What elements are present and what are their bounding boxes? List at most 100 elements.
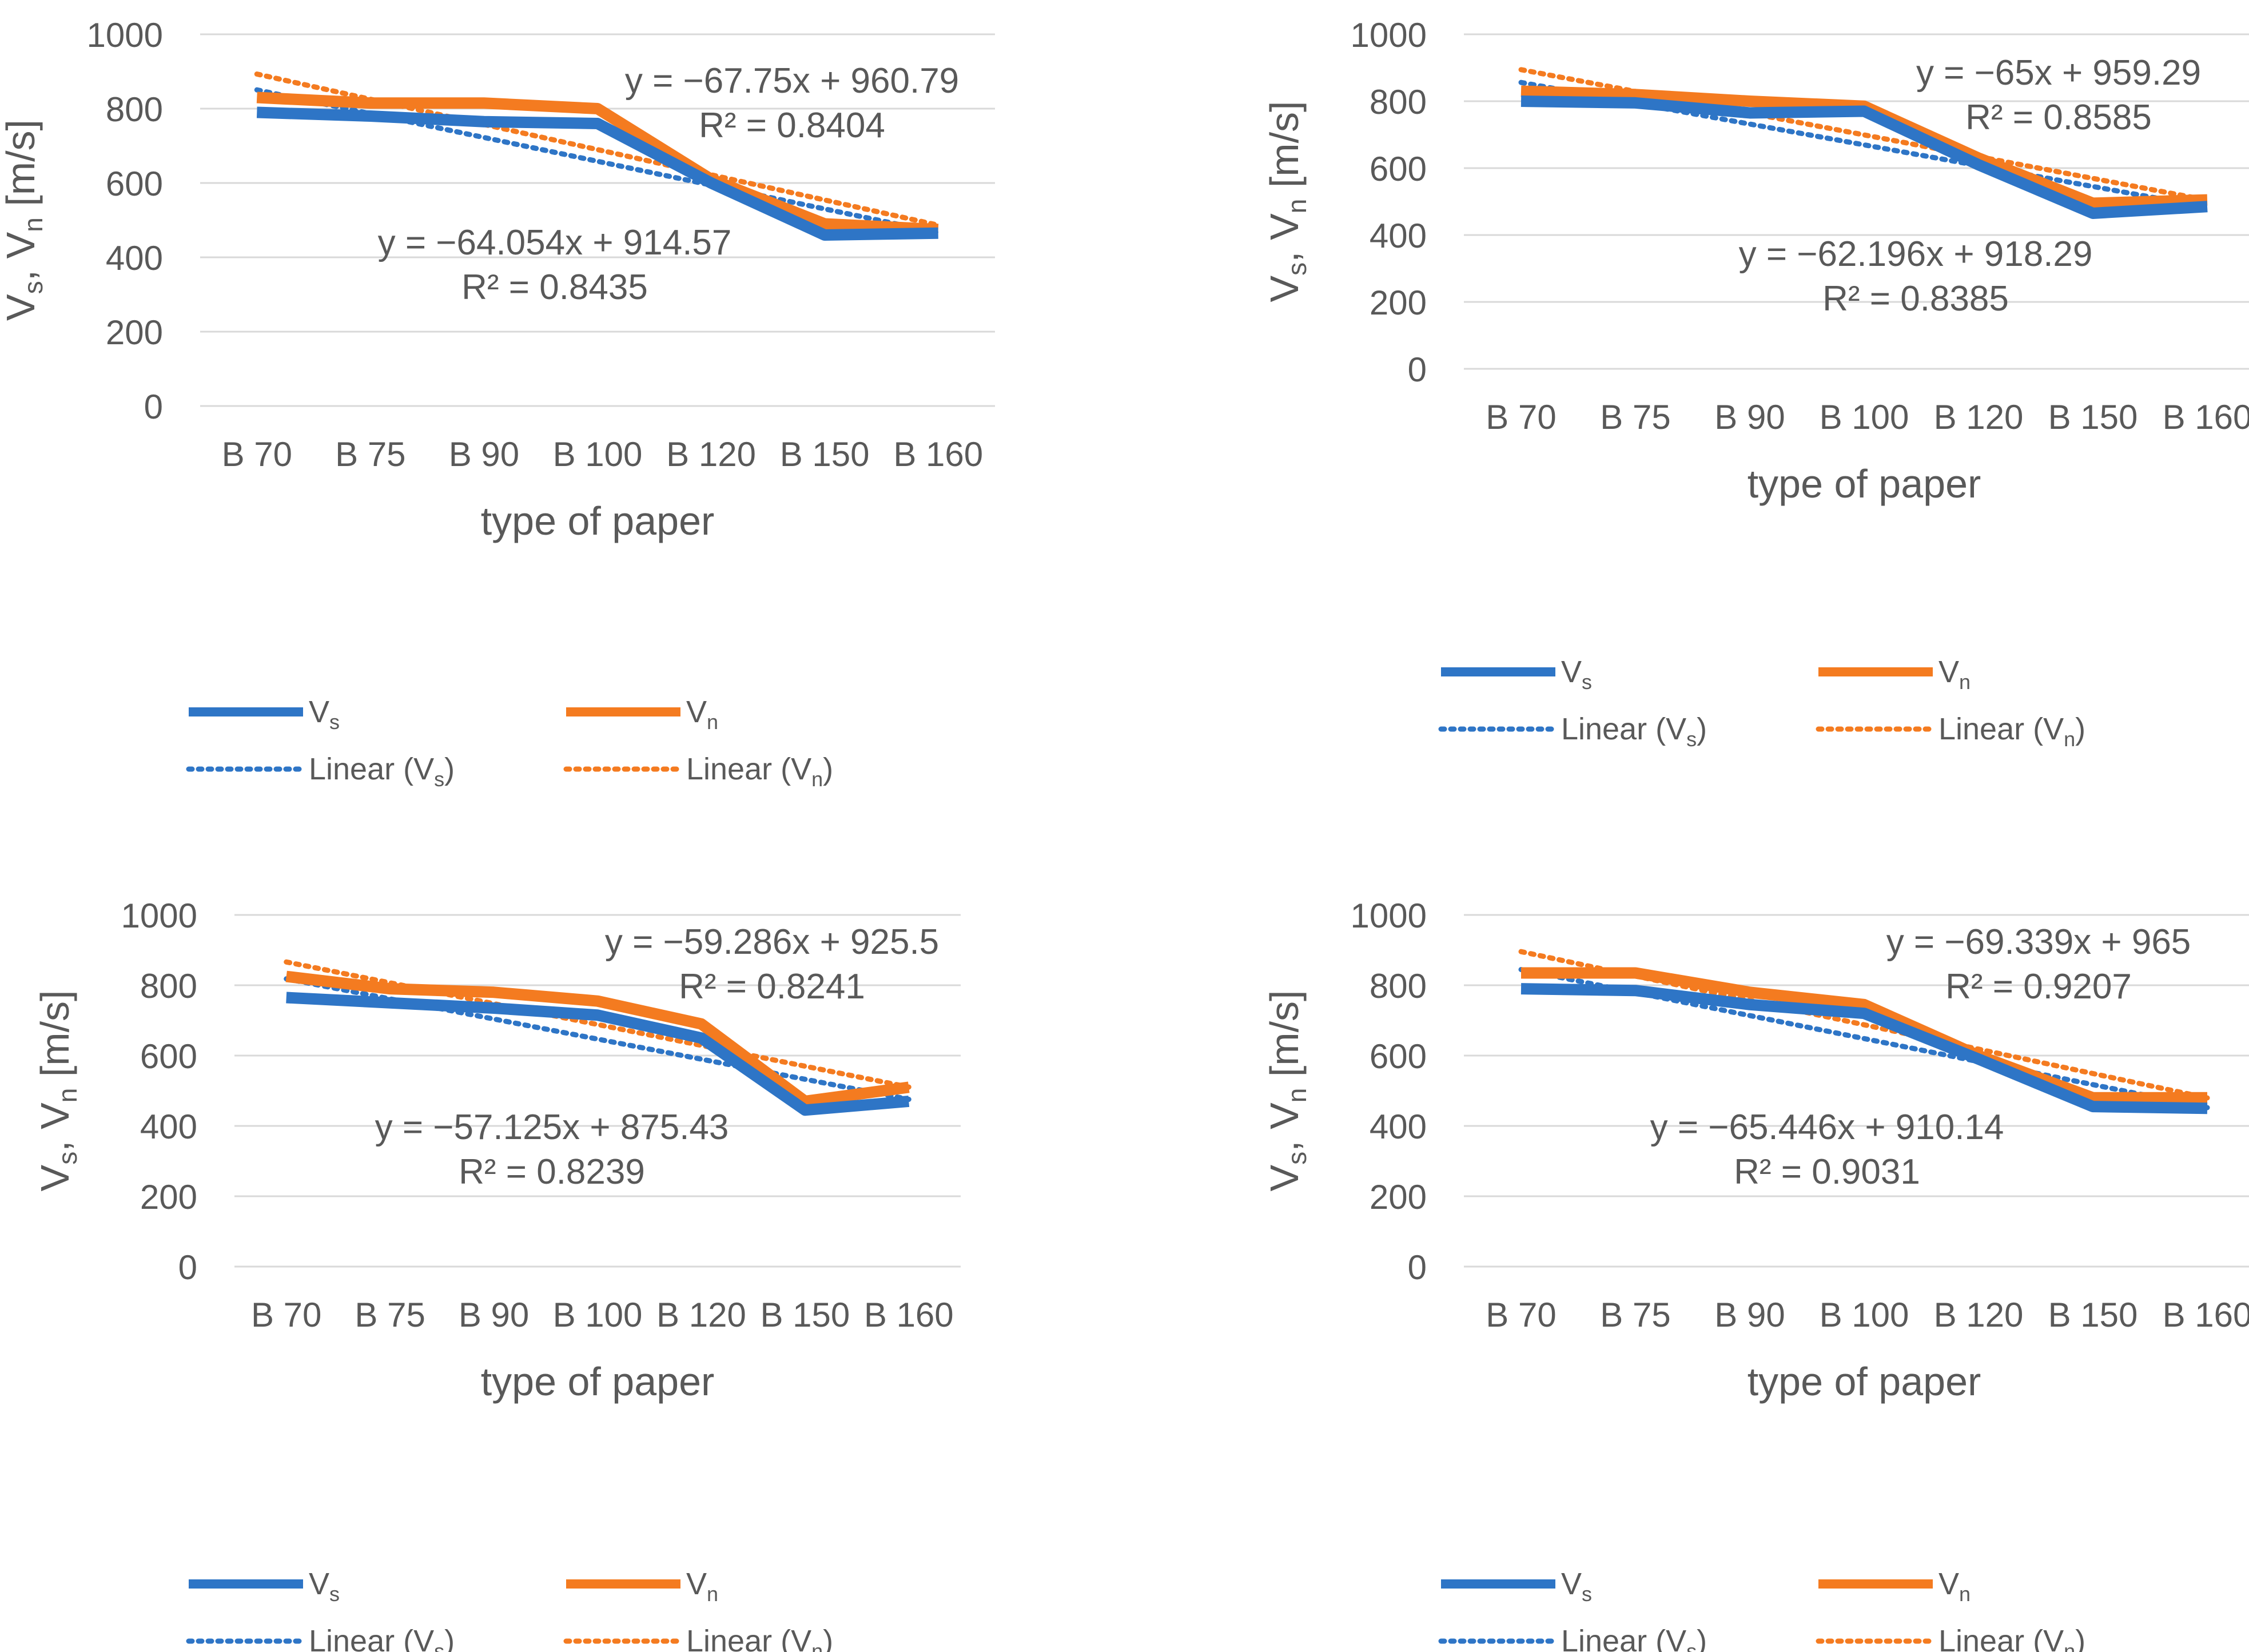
legend-text: ) xyxy=(444,1624,455,1652)
legend-text: Linear (V xyxy=(309,752,434,786)
legend-subscript: s xyxy=(1686,727,1697,751)
trend-r2-vn: R² = 0.8585 xyxy=(1965,98,2152,137)
y-title-subscript: n xyxy=(18,217,48,232)
series-line-vn xyxy=(256,91,939,236)
x-tick-label: B 160 xyxy=(893,435,983,473)
legend-label: Vn xyxy=(686,695,718,734)
x-tick-label: B 90 xyxy=(449,435,519,473)
y-tick-label: 600 xyxy=(1370,1037,1427,1076)
y-title-subscript: n xyxy=(1282,1088,1312,1103)
legend-text: V xyxy=(686,1567,707,1601)
x-tick-label: B 75 xyxy=(1600,1296,1670,1334)
chart-panel-1: 0 200 400 600 800 1000 B 70 B 75 B 90 B 100 B 120 B… xyxy=(0,16,995,791)
x-tick-label: B 150 xyxy=(780,435,870,473)
y-tick-label: 400 xyxy=(1370,1108,1427,1146)
chart-panel-3: 0 200 400 600 800 1000 B 70 B 75 B 90 B 100 B 120 B… xyxy=(33,897,961,1652)
x-tick-label: B 70 xyxy=(1486,398,1556,436)
legend-label: Vn xyxy=(1938,655,1971,694)
series-line-vn xyxy=(285,970,910,1107)
legend-text: V xyxy=(1938,1567,1959,1601)
legend-subscript: n xyxy=(2064,727,2075,751)
legend-text: ) xyxy=(2075,1624,2085,1652)
legend-text: Linear (V xyxy=(686,1624,811,1652)
legend-subscript: n xyxy=(811,767,823,791)
y-title-part: V xyxy=(33,1102,77,1129)
legend-label: Linear (Vn) xyxy=(1938,712,2085,751)
y-tick-label: 1000 xyxy=(1351,897,1427,935)
y-tick-label: 1000 xyxy=(121,897,197,935)
y-tick-label: 200 xyxy=(1370,1178,1427,1216)
x-tick-label: B 75 xyxy=(355,1296,425,1334)
x-tick-label: B 160 xyxy=(2163,398,2249,436)
y-tick-label: 800 xyxy=(140,967,197,1005)
legend-text: Linear (V xyxy=(686,752,811,786)
legend-text: ) xyxy=(823,752,833,786)
legend-label: Linear (Vs) xyxy=(309,752,455,791)
legend-text: V xyxy=(1561,655,1582,689)
y-tick-label: 200 xyxy=(140,1178,197,1216)
x-tick-label: B 70 xyxy=(222,435,292,473)
y-title-part: V xyxy=(0,294,43,321)
legend-label: Vn xyxy=(1938,1567,1971,1606)
trend-equation-vs: y = −64.054x + 914.57 xyxy=(378,223,732,262)
y-tick-label: 0 xyxy=(1408,1248,1427,1287)
y-tick-label: 400 xyxy=(140,1108,197,1146)
trend-r2-vn: R² = 0.9207 xyxy=(1945,967,2132,1006)
legend-label: Linear (Vn) xyxy=(1938,1624,2085,1652)
y-title-part: , xyxy=(0,258,43,281)
legend-label: Vs xyxy=(1561,655,1592,694)
y-title-subscript: n xyxy=(1282,199,1312,214)
legend-subscript: s xyxy=(434,767,444,791)
legend-text: Linear (V xyxy=(1938,1624,2064,1652)
legend-text: Linear (V xyxy=(309,1624,434,1652)
x-tick-label: B 120 xyxy=(1934,398,2024,436)
trend-r2-vs: R² = 0.8435 xyxy=(461,268,648,307)
trend-r2-vs: R² = 0.9031 xyxy=(1734,1152,1920,1192)
trend-r2-vn: R² = 0.8404 xyxy=(699,106,885,145)
trend-r2-vs: R² = 0.8385 xyxy=(1822,279,2009,319)
legend-label: Vs xyxy=(309,1567,340,1606)
y-title-part: V xyxy=(1262,276,1307,302)
trend-equation-vn: y = −67.75x + 960.79 xyxy=(625,61,959,101)
series-line-vn xyxy=(1521,967,2207,1104)
y-title-part: V xyxy=(1262,213,1307,240)
legend-subscript: n xyxy=(2064,1639,2075,1652)
y-tick-label: 1000 xyxy=(87,16,163,54)
y-tick-label: 200 xyxy=(106,313,163,352)
trend-equation-vs: y = −57.125x + 875.43 xyxy=(375,1108,729,1147)
x-tick-label: B 150 xyxy=(2048,398,2138,436)
x-axis-title: type of paper xyxy=(1748,1359,1981,1404)
x-tick-label: B 100 xyxy=(1820,1296,1909,1334)
y-tick-label: 600 xyxy=(106,165,163,203)
y-tick-label: 400 xyxy=(106,239,163,277)
legend-label: Linear (Vn) xyxy=(686,1624,833,1652)
legend-subscript: s xyxy=(434,1639,444,1652)
y-tick-label: 800 xyxy=(106,90,163,129)
legend-text: V xyxy=(686,695,707,729)
legend-subscript: n xyxy=(1959,1582,1971,1606)
trend-equation-vs: y = −65.446x + 910.14 xyxy=(1650,1108,2004,1147)
x-tick-label: B 70 xyxy=(251,1296,321,1334)
legend-text: ) xyxy=(823,1624,833,1652)
legend-text: ) xyxy=(1697,712,1707,746)
legend-text: Linear (V xyxy=(1561,712,1686,746)
legend-text: Linear (V xyxy=(1938,712,2064,746)
y-title-part: V xyxy=(0,232,43,258)
y-axis-title: Vs, Vn [m/s] xyxy=(1262,990,1312,1191)
trend-equation-vn: y = −59.286x + 925.5 xyxy=(605,922,939,962)
y-title-subscript: s xyxy=(1282,262,1312,276)
x-tick-label: B 160 xyxy=(2163,1296,2249,1334)
y-title-part: , xyxy=(1262,240,1307,262)
y-title-part: [m/s] xyxy=(1262,101,1307,198)
x-tick-label: B 100 xyxy=(553,435,643,473)
y-title-subscript: s xyxy=(18,281,48,294)
legend-text: ) xyxy=(2075,712,2085,746)
y-title-subscript: s xyxy=(53,1152,82,1165)
x-axis-title: type of paper xyxy=(481,499,715,543)
legend-subscript: s xyxy=(1686,1639,1697,1652)
chart-panel-4: 0 200 400 600 800 1000 B 70 B 75 B 90 B 100 B 120 B… xyxy=(1262,897,2249,1652)
